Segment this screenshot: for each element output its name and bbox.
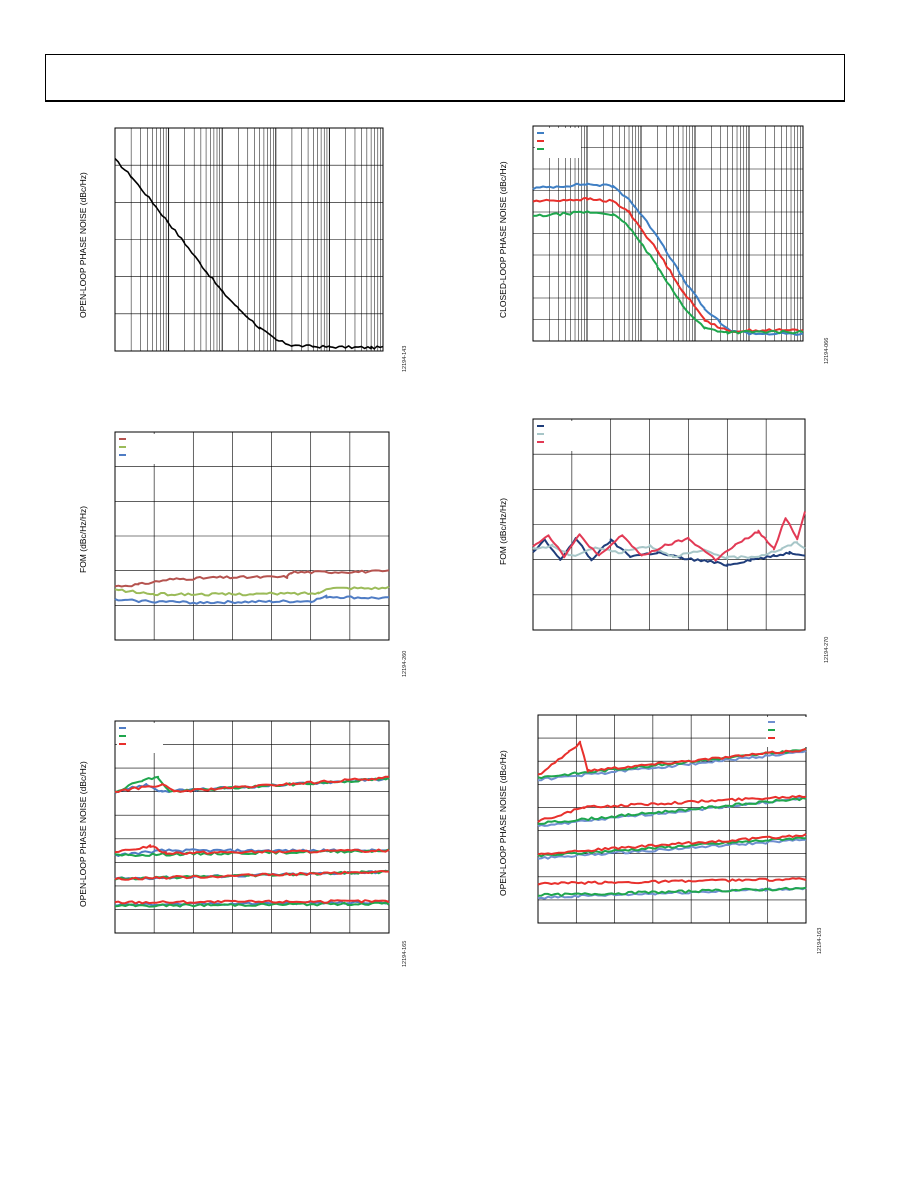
series-line xyxy=(532,541,806,560)
grid xyxy=(538,715,806,923)
legend xyxy=(535,421,581,451)
chart-svg xyxy=(114,431,390,641)
series-line xyxy=(114,569,390,588)
figure-id: 12194-165 xyxy=(402,940,408,967)
figure-ol-bands-right: OPEN-LOOP PHASE NOISE (dBc/Hz) 12194-163 xyxy=(495,710,835,960)
series-line xyxy=(114,844,390,855)
series-line xyxy=(537,740,807,776)
figure-ol-bands-left: OPEN-LOOP PHASE NOISE (dBc/Hz) 12194-165 xyxy=(75,715,415,975)
legend xyxy=(117,723,163,753)
series-line xyxy=(114,594,390,605)
figure-id: 12194-066 xyxy=(824,337,830,364)
figure-id: 12194-163 xyxy=(817,927,823,954)
figure-fom-left: FOM (dBc/Hz/Hz) 12194-260 xyxy=(75,425,415,685)
series-line xyxy=(532,511,806,562)
series-line xyxy=(537,794,807,823)
series-line xyxy=(537,886,807,900)
series-line xyxy=(114,901,390,908)
series-line xyxy=(114,158,384,350)
chart-svg xyxy=(532,125,804,342)
series-line xyxy=(538,750,807,782)
plot-frame xyxy=(114,720,390,934)
figure-ol-phase-noise: OPEN-LOOP PHASE NOISE (dBc/Hz) 12194-143 xyxy=(75,120,415,380)
series-line xyxy=(537,836,807,858)
series-line xyxy=(537,838,807,860)
series-line xyxy=(114,899,390,905)
series-line xyxy=(114,848,390,857)
legend xyxy=(766,717,812,747)
series-line xyxy=(114,870,390,881)
chart-svg xyxy=(114,127,384,352)
page-header-box xyxy=(45,54,845,102)
legend xyxy=(117,434,163,464)
grid xyxy=(533,419,805,630)
figure-cl-phase-noise: CLOSED-LOOP PHASE NOISE (dBc/Hz) 12194-0… xyxy=(495,120,835,370)
series-line xyxy=(532,210,804,335)
series-line xyxy=(532,182,804,336)
chart-svg xyxy=(537,714,812,924)
legend xyxy=(535,128,581,158)
figure-id: 12194-260 xyxy=(402,650,408,677)
figure-fom-right: FOM (dBc/Hz/Hz) 12194-270 xyxy=(495,415,835,670)
grid xyxy=(115,432,389,640)
figure-id: 12194-143 xyxy=(402,345,408,372)
chart-svg xyxy=(532,418,806,631)
series-line xyxy=(537,886,807,897)
series-line xyxy=(537,797,807,825)
grid xyxy=(115,128,383,351)
series-line xyxy=(114,585,390,597)
series-line xyxy=(114,775,389,793)
series-line xyxy=(537,877,807,886)
grid xyxy=(115,721,389,933)
series-line xyxy=(537,833,807,856)
chart-svg xyxy=(114,720,390,934)
grid xyxy=(533,126,803,341)
figure-id: 12194-270 xyxy=(824,636,830,663)
